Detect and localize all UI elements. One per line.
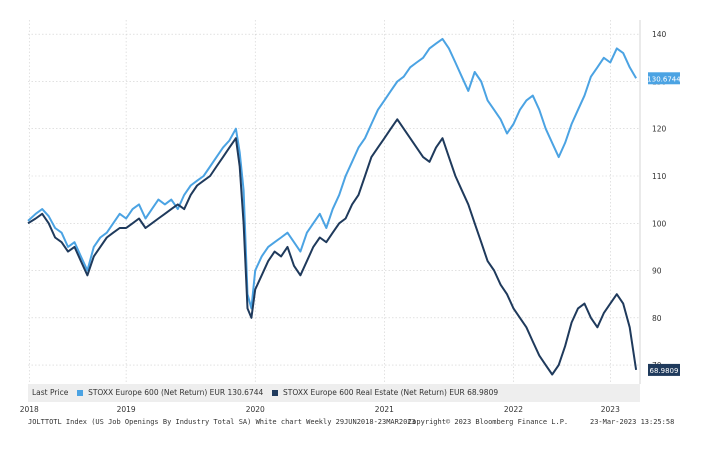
- footer-right: 23-Mar-2023 13:25:58: [590, 418, 675, 426]
- footer-left: JOLTTOTL Index (US Job Openings By Indus…: [28, 418, 416, 426]
- y-tick-label-120: 120: [652, 125, 667, 134]
- y-tick-label-90: 90: [652, 267, 662, 276]
- y-tick-label-140: 140: [652, 30, 667, 39]
- footer-center: Copyright© 2023 Bloomberg Finance L.P.: [408, 418, 569, 426]
- series-line-1: [27, 37, 637, 310]
- legend-swatch-light: [76, 390, 83, 396]
- legend-series1: STOXX Europe 600 (Net Return) EUR 130.67…: [88, 388, 264, 397]
- last-price-label-1: 130.6744: [647, 75, 681, 83]
- y-tick-label-110: 110: [652, 172, 667, 181]
- legend-prefix: Last Price: [32, 388, 69, 397]
- legend: Last Price STOXX Europe 600 (Net Return)…: [28, 384, 640, 402]
- last-price-box-2: [648, 363, 680, 376]
- legend-swatch-dark: [271, 390, 278, 396]
- last-price-labels: 130.6744 68.9809: [647, 72, 681, 376]
- x-axis: 2018 2019 2020 2021 2022 2023: [20, 405, 620, 414]
- x-tick-label-2023: 2023: [601, 405, 620, 414]
- y-tick-label-80: 80: [652, 314, 662, 323]
- last-price-box-1: [648, 72, 680, 85]
- x-tick-label-2021: 2021: [375, 405, 394, 414]
- grid: [28, 20, 640, 384]
- x-tick-label-2020: 2020: [246, 405, 265, 414]
- last-price-label-2: 68.9809: [650, 367, 679, 375]
- y-tick-label-100: 100: [652, 219, 667, 228]
- legend-series2: STOXX Europe 600 Real Estate (Net Return…: [283, 388, 499, 397]
- x-tick-label-2022: 2022: [504, 405, 523, 414]
- x-tick-label-2018: 2018: [20, 405, 39, 414]
- series-line-2: [27, 118, 638, 376]
- series-layer: [27, 37, 638, 376]
- x-tick-label-2019: 2019: [117, 405, 136, 414]
